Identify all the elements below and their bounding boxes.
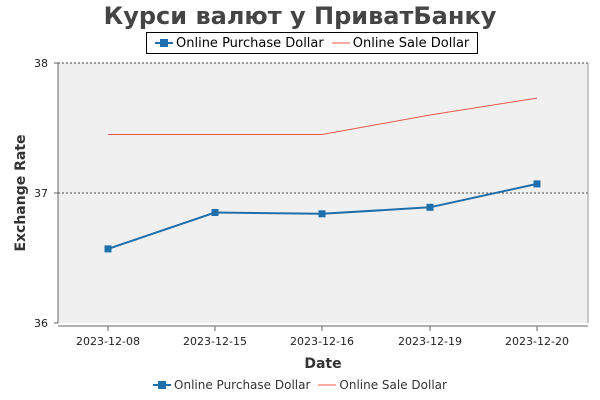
data-point-purchase [211, 209, 219, 216]
legend-bottom-item-sale: Online Sale Dollar [318, 378, 447, 392]
y-tick-label: 36 [34, 317, 48, 330]
x-tick-label: 2023-12-08 [76, 335, 140, 348]
legend-bottom-label-purchase: Online Purchase Dollar [174, 378, 311, 392]
x-tick-label: 2023-12-15 [183, 335, 247, 348]
y-ticks: 36 37 38 [34, 57, 58, 330]
data-point-purchase [426, 203, 434, 211]
legend-bottom-label-sale: Online Sale Dollar [339, 378, 447, 392]
legend-bottom-swatch-purchase [153, 381, 172, 389]
legend-bottom: Online Purchase Dollar Online Sale Dolla… [0, 378, 600, 392]
chart-title: Курси валют у ПриватБанку [103, 2, 497, 30]
series-layer [104, 97, 541, 253]
x-tick-label: 2023-12-16 [290, 335, 354, 348]
y-axis-title: Exchange Rate [13, 134, 29, 251]
data-point-purchase [318, 210, 326, 218]
x-tick-label: 2023-12-19 [398, 335, 462, 348]
legend-label-purchase: Online Purchase Dollar [176, 35, 324, 51]
x-ticks: 2023-12-08 2023-12-15 2023-12-16 2023-12-19… [76, 326, 569, 348]
data-point-purchase [533, 180, 541, 188]
legend-swatch-sale [331, 42, 350, 44]
y-tick-label: 38 [34, 57, 48, 70]
x-tick-label: 2023-12-20 [505, 335, 569, 348]
legend-top: Online Purchase Dollar Online Sale Dolla… [146, 32, 479, 54]
legend-label-sale: Online Sale Dollar [352, 35, 470, 51]
legend-item-purchase: Online Purchase Dollar [155, 36, 324, 51]
legend-bottom-swatch-sale [318, 384, 337, 386]
legend-swatch-purchase [155, 39, 173, 47]
y-tick-label: 37 [34, 187, 48, 200]
legend-bottom-item-purchase: Online Purchase Dollar [153, 378, 310, 392]
legend-item-sale: Online Sale Dollar [331, 35, 470, 51]
data-point-purchase [104, 245, 112, 253]
series-line-sale [108, 97, 538, 135]
x-axis-title: Date [304, 356, 341, 372]
